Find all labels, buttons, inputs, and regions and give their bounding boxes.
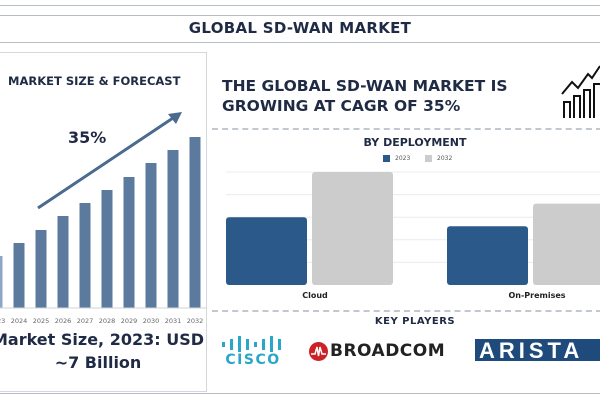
broadcom-logo: BROADCOM [330, 341, 446, 361]
header-top-rule [0, 15, 600, 16]
bar-cloud-2032 [312, 172, 393, 285]
deployment-chart [226, 171, 600, 285]
forecast-tick-2029: 2029 [121, 317, 138, 325]
forecast-tick-2023: 2023 [0, 317, 5, 325]
legend-label-2032: 2032 [437, 155, 453, 162]
deployment-chart-title: BY DEPLOYMENT [363, 136, 467, 149]
forecast-bar-2028 [101, 190, 113, 308]
market-size-panel [0, 52, 207, 392]
forecast-tick-2024: 2024 [11, 317, 28, 325]
arista-logo-text: ARISTA [479, 339, 584, 361]
market-size-text: Market Size, 2023: USD ~7 Billion [0, 328, 208, 374]
forecast-tick-2031: 2031 [165, 317, 182, 325]
category-label-cloud: Cloud [302, 291, 328, 300]
forecast-tick-2028: 2028 [99, 317, 116, 325]
headline: THE GLOBAL SD-WAN MARKET IS GROWING AT C… [222, 76, 508, 116]
forecast-tick-2026: 2026 [55, 317, 72, 325]
header-bottom-rule [0, 42, 600, 43]
forecast-bar-2023 [0, 256, 3, 308]
headline-line2: GROWING AT CAGR OF 35% [222, 97, 461, 115]
legend-swatch-2032 [425, 155, 432, 162]
legend-2032: 2032 [425, 155, 452, 162]
growth-chart-icon [561, 65, 600, 118]
arista-logo: ARISTA [475, 339, 600, 361]
forecast-bar-2031 [167, 150, 179, 308]
broadcom-logo-icon [309, 342, 328, 361]
category-label-on-premises: On-Premises [508, 291, 566, 300]
market-size-line1: Market Size, 2023: USD [0, 330, 204, 349]
bar-on-premises-2023 [447, 226, 528, 285]
headline-line1: THE GLOBAL SD-WAN MARKET IS [222, 77, 508, 95]
forecast-tick-2030: 2030 [143, 317, 160, 325]
cisco-logo: CISCO [225, 352, 281, 368]
forecast-bar-2030 [145, 163, 157, 308]
section-divider [212, 128, 600, 130]
key-players-title: KEY PLAYERS [374, 316, 456, 327]
trend-arrow-icon [37, 112, 182, 210]
cisco-logo-bars-icon [222, 336, 281, 352]
market-size-heading: MARKET SIZE & FORECAST [8, 74, 181, 88]
forecast-bar-2026 [57, 216, 69, 308]
forecast-bar-2029 [123, 177, 135, 308]
forecast-bar-2024 [13, 243, 25, 308]
bottom-rule [0, 393, 600, 394]
forecast-tick-2025: 2025 [33, 317, 50, 325]
forecast-bar-2032 [189, 137, 201, 308]
top-rule [0, 5, 600, 6]
bar-cloud-2023 [226, 217, 307, 285]
forecast-chart: 2023 2024 2025 2026 2027 2028 2029 2030 2031 2032 [0, 112, 207, 325]
market-size-line2: ~7 Billion [54, 353, 142, 372]
forecast-tick-2027: 2027 [77, 317, 94, 325]
forecast-bar-2027 [79, 203, 91, 308]
bar-on-premises-2032 [533, 203, 600, 285]
section-divider [212, 310, 600, 312]
page-title: GLOBAL SD-WAN MARKET [188, 19, 412, 37]
legend-label-2023: 2023 [395, 155, 411, 162]
forecast-tick-2032: 2032 [187, 317, 204, 325]
legend-2023: 2023 [383, 155, 410, 162]
cagr-annotation: 35% [68, 128, 107, 147]
legend-swatch-2023 [383, 155, 390, 162]
forecast-bar-2025 [35, 230, 47, 308]
